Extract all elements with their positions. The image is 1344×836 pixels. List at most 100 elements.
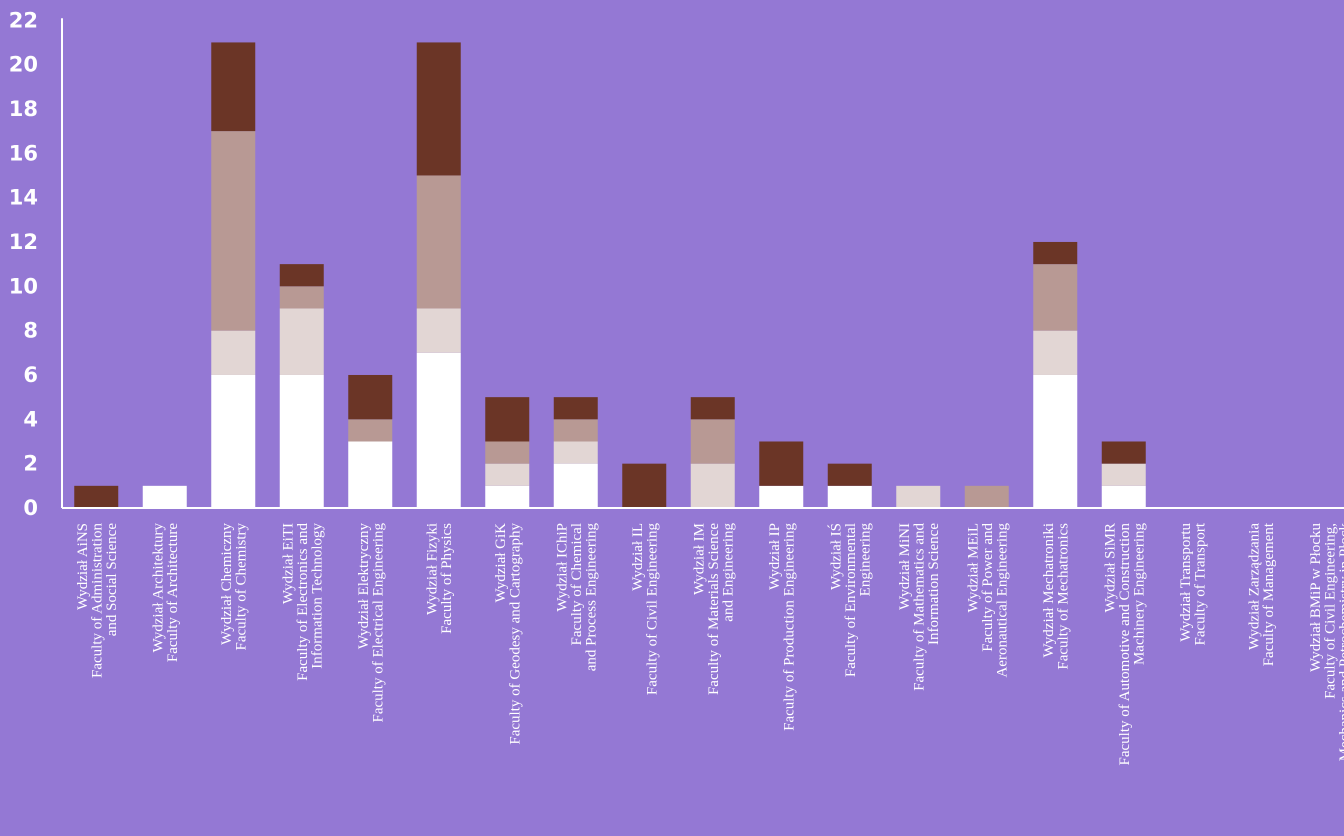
- x-tick-label-line: Wydział IP: [767, 523, 783, 590]
- x-tick-label-line: Faculty of Materials Science: [706, 523, 722, 695]
- x-tick-label-line: Faculty of Management: [1261, 522, 1277, 666]
- x-tick-label-line: Faculty of Environmental: [843, 523, 859, 677]
- bar-segment: [553, 397, 598, 420]
- bar-segment: [1033, 264, 1078, 331]
- bar-segment: [759, 485, 804, 508]
- bar-segment: [485, 463, 530, 486]
- bar-segment: [142, 485, 187, 508]
- x-tick-label-line: Machinery Engineering: [1131, 523, 1147, 666]
- bar-segment: [211, 131, 256, 331]
- bar-segment: [485, 441, 530, 464]
- y-tick-label: 6: [23, 363, 38, 387]
- x-tick-label-line: Faculty of Geodesy and Cartography: [508, 523, 524, 745]
- y-tick-label: 22: [9, 8, 38, 32]
- y-tick-labels: 0 2 4 6 8 10 12 14 16 18 20 22: [9, 8, 38, 520]
- bar-segment: [1101, 441, 1146, 464]
- bar-segment: [553, 441, 598, 464]
- bar-segment: [1033, 330, 1078, 375]
- x-tick-label-line: Wydział Chemiczny: [219, 523, 235, 645]
- bar-segment: [348, 374, 393, 420]
- x-tick-label-line: Faculty of Mathematics and: [911, 523, 927, 691]
- x-tick-label-line: Wydział SiMR: [1102, 523, 1118, 613]
- x-tick-label-line: Wydział Elektryczny: [356, 523, 372, 650]
- x-tick-label-line: and Process Engineering: [583, 523, 599, 672]
- bar-segment: [896, 485, 941, 508]
- bar-segment: [416, 42, 461, 176]
- x-tick-label-line: Wydział IŚ: [827, 523, 844, 590]
- bar-segment: [279, 264, 324, 287]
- bar-segment: [759, 441, 804, 486]
- y-tick-label: 4: [23, 407, 38, 431]
- x-tick-label-line: Wydział MiNI: [897, 523, 913, 610]
- x-tick-label-line: Faculty of Transport: [1193, 522, 1209, 645]
- bar-segment: [211, 330, 256, 375]
- x-tick-label-line: Mechanics and Petrochemistry in Płock: [1337, 523, 1344, 762]
- y-tick-label: 0: [23, 496, 38, 520]
- x-tick-label-line: Wydział AiNS: [75, 523, 91, 610]
- bar-segment: [1101, 463, 1146, 486]
- x-tick-label-line: Wydział EiTI: [280, 523, 296, 604]
- y-tick-label: 20: [9, 53, 38, 77]
- x-tick-label-line: Wydział GiK: [493, 523, 509, 603]
- x-tick-label-line: Faculty of Chemical: [569, 523, 585, 645]
- x-tick-label-line: Wydział MEiL: [965, 523, 981, 613]
- bar-segment: [690, 419, 735, 464]
- x-tick-label-line: Faculty of Electrical Engineering: [371, 523, 387, 723]
- y-tick-label: 14: [9, 186, 38, 210]
- bar-segment: [964, 485, 1009, 508]
- bar-segment: [416, 352, 461, 508]
- bar-segment: [416, 308, 461, 353]
- bar-segment: [279, 286, 324, 309]
- x-tick-label-line: Faculty of Physics: [439, 523, 455, 634]
- x-tick-label-line: Wydział IM: [691, 523, 707, 595]
- x-tick-label-line: Wydział BMiP w Płocku: [1308, 523, 1324, 672]
- y-tick-label: 8: [23, 319, 38, 343]
- y-tick-label: 16: [9, 141, 38, 165]
- bar-segment: [690, 463, 735, 508]
- bar-segment: [1101, 485, 1146, 508]
- bar-segment: [690, 397, 735, 420]
- bar-segment: [1033, 374, 1078, 508]
- bar-segment: [74, 485, 119, 508]
- x-tick-label-line: Information Science: [926, 523, 942, 645]
- x-tick-label-line: and Engineering: [720, 523, 736, 622]
- x-tick-label-line: Wydział Architektury: [151, 523, 167, 653]
- x-tick-label-line: Aeronautical Engineering: [994, 523, 1010, 678]
- bar-segment: [279, 374, 324, 508]
- x-tick-label-line: Faculty of Electronics and: [295, 523, 311, 681]
- bar-segment: [279, 308, 324, 375]
- x-tick-label-line: Faculty of Civil Engineering,: [1322, 523, 1338, 699]
- x-tick-label-line: Engineering: [857, 523, 873, 597]
- bar-segment: [348, 441, 393, 508]
- x-tick-label-line: Wydział Zarządzania: [1247, 523, 1263, 650]
- bar-segment: [348, 419, 393, 442]
- x-tick-label-line: Information Technology: [309, 523, 325, 669]
- y-tick-label: 18: [9, 97, 38, 121]
- bar-segment: [827, 463, 872, 486]
- bar-segment: [553, 463, 598, 508]
- bar-segment: [211, 42, 256, 132]
- x-tick-label-line: Faculty of Chemistry: [234, 523, 250, 651]
- x-tick-label-line: Wydział IChiP: [554, 523, 570, 612]
- x-tick-label-line: Wydział Transportu: [1178, 523, 1194, 642]
